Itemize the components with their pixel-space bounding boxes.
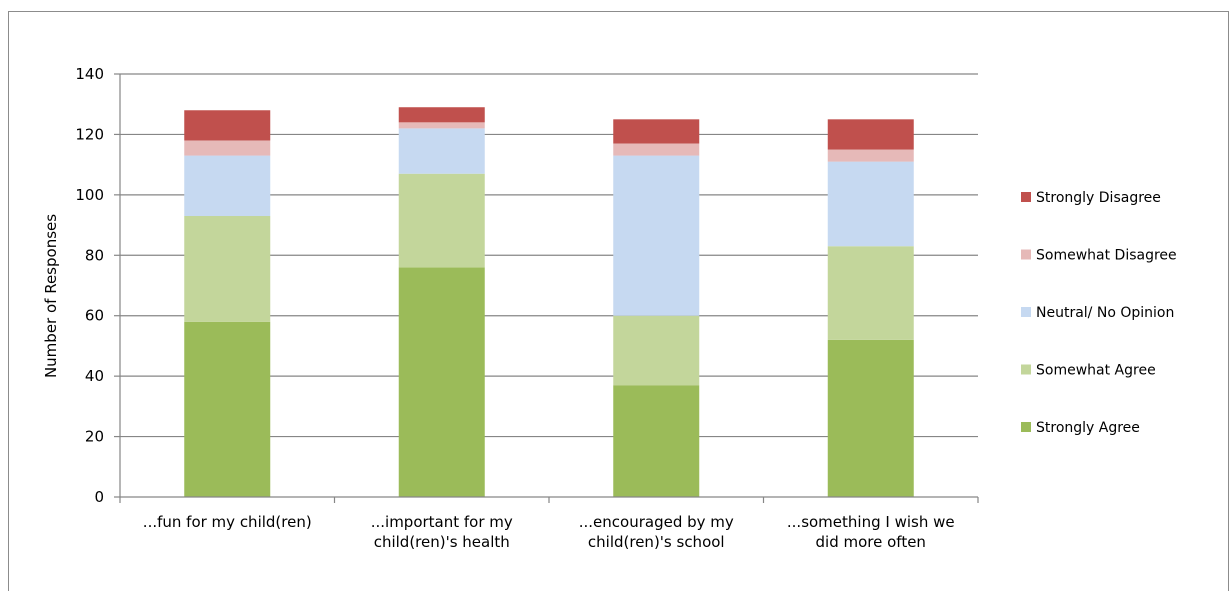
bar-segment-neutral-no-opinion bbox=[184, 155, 271, 217]
x-category-label: ...encouraged by my bbox=[579, 513, 734, 531]
bar-segment-neutral-no-opinion bbox=[827, 161, 914, 247]
bar-segment-somewhat-agree bbox=[827, 246, 914, 340]
bar-segment-strongly-disagree bbox=[827, 119, 914, 150]
y-tick-label: 120 bbox=[75, 125, 104, 143]
legend-label: Strongly Agree bbox=[1036, 420, 1140, 436]
y-axis-label: Number of Responses bbox=[42, 214, 60, 378]
bar-segment-strongly-disagree bbox=[184, 110, 271, 141]
bar-segment-strongly-agree bbox=[613, 385, 700, 497]
bar-segment-strongly-agree bbox=[184, 321, 271, 497]
y-tick-label: 140 bbox=[75, 65, 104, 83]
bar-segment-somewhat-disagree bbox=[613, 143, 700, 156]
y-tick-label: 100 bbox=[75, 186, 104, 204]
x-category-label: ...important for my bbox=[371, 513, 513, 531]
x-category-label: child(ren)'s health bbox=[374, 533, 510, 551]
x-category-label: did more often bbox=[816, 533, 926, 551]
legend-swatch bbox=[1021, 192, 1031, 202]
legend-swatch bbox=[1021, 364, 1031, 375]
bar-segment-somewhat-disagree bbox=[398, 122, 485, 129]
bar-segment-neutral-no-opinion bbox=[398, 128, 485, 174]
axes bbox=[114, 73, 979, 503]
legend-swatch bbox=[1021, 422, 1031, 432]
legend-label: Somewhat Disagree bbox=[1036, 248, 1177, 264]
bar-segment-strongly-agree bbox=[398, 267, 485, 497]
y-tick-label: 40 bbox=[85, 367, 104, 385]
bars bbox=[184, 107, 914, 497]
y-tick-label: 60 bbox=[85, 307, 104, 325]
y-tick-label: 0 bbox=[94, 488, 104, 506]
bar-segment-somewhat-disagree bbox=[827, 149, 914, 162]
x-category-label: child(ren)'s school bbox=[588, 533, 725, 551]
x-category-label: ...something I wish we bbox=[787, 513, 955, 531]
bar-segment-somewhat-agree bbox=[184, 216, 271, 322]
legend-label: Somewhat Agree bbox=[1036, 363, 1156, 379]
legend-label: Strongly Disagree bbox=[1036, 190, 1161, 206]
legend-swatch bbox=[1021, 307, 1031, 317]
legend-swatch bbox=[1021, 249, 1031, 260]
bar-segment-strongly-disagree bbox=[613, 119, 700, 144]
bar-segment-somewhat-disagree bbox=[184, 140, 271, 156]
bar-segment-somewhat-agree bbox=[613, 315, 700, 386]
y-tick-labels: 0 20 40 60 80 100 120 140 bbox=[75, 65, 104, 506]
bar-segment-strongly-disagree bbox=[398, 107, 485, 123]
bar-segment-neutral-no-opinion bbox=[613, 155, 700, 316]
y-tick-label: 80 bbox=[85, 246, 104, 264]
x-category-label: ...fun for my child(ren) bbox=[143, 513, 312, 531]
bar-segment-strongly-agree bbox=[827, 339, 914, 497]
y-tick-label: 20 bbox=[85, 428, 104, 446]
legend: Strongly Disagree Somewhat Disagree Neutra… bbox=[1021, 190, 1177, 436]
legend-label: Neutral/ No Opinion bbox=[1036, 305, 1174, 321]
bar-segment-somewhat-agree bbox=[398, 173, 485, 268]
x-category-labels: ...fun for my child(ren) ...important for… bbox=[143, 513, 955, 551]
